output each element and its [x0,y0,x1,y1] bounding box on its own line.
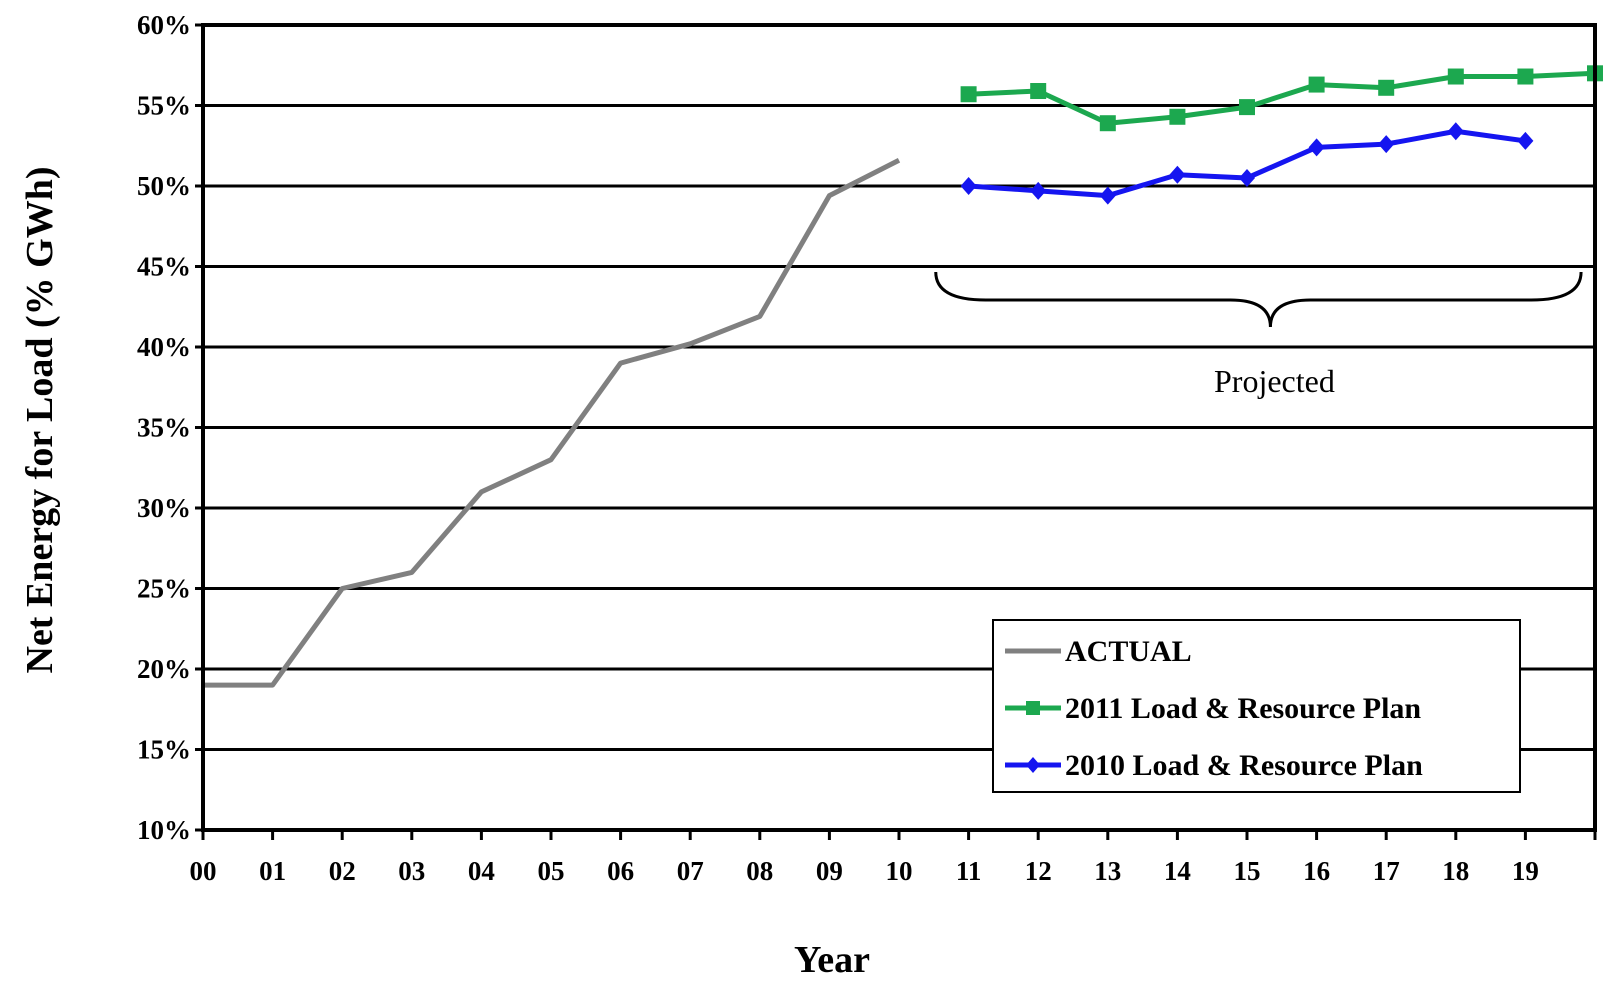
plot-frame [201,23,1597,832]
data-point [1169,165,1186,184]
x-tick-label: 17 [1373,856,1400,886]
y-tick-label: 45% [137,252,191,282]
x-tick-label: 15 [1234,856,1261,886]
y-axis-ticks: 10% 15% 20% 25% 30% 35% 40% 45% 50% 55% 60% [137,10,203,845]
x-tick-label: 06 [607,856,634,886]
data-point [1169,108,1186,125]
x-tick-label: 11 [956,856,982,886]
x-tick-label: 13 [1094,856,1121,886]
y-tick-label: 50% [137,171,191,201]
data-point [1030,181,1047,200]
data-point [1099,186,1116,205]
series-plan_2011 [960,65,1603,132]
y-tick-label: 55% [137,91,191,121]
data-series [203,65,1603,688]
data-point [1378,79,1395,96]
series-actual [203,158,901,688]
projected-label: Projected [1214,363,1335,399]
legend-entry: 2011 Load & Resource Plan [1005,692,1421,725]
x-tick-label: 09 [816,856,843,886]
x-tick-label: 00 [190,856,217,886]
x-tick-label: 10 [886,856,913,886]
data-point [1447,122,1464,141]
x-axis-ticks: 00 01 02 03 04 05 06 07 08 09 10 11 12 13 14 15 16 17 18 19 [190,830,1597,886]
data-point [1026,757,1040,773]
x-tick-label: 16 [1303,856,1330,886]
data-point [1308,76,1325,93]
y-tick-label: 35% [137,413,191,443]
y-axis-title: Net Energy for Load (% GWh) [19,167,61,674]
data-point [960,177,977,195]
data-point [1378,135,1395,154]
x-tick-label: 02 [329,856,356,886]
x-tick-label: 03 [398,856,425,886]
data-point [1447,68,1464,85]
x-tick-label: 12 [1025,856,1052,886]
x-axis-title: Year [794,939,870,981]
x-tick-label: 07 [677,856,704,886]
x-tick-label: 18 [1442,856,1469,886]
data-point [960,86,977,103]
x-tick-label: 04 [468,856,495,886]
series-plan_2010 [960,122,1534,205]
data-point [1517,68,1534,85]
data-point [1308,138,1325,157]
y-tick-label: 25% [137,574,191,604]
legend-label: 2011 Load & Resource Plan [1065,692,1421,725]
y-tick-label: 10% [137,815,191,845]
x-tick-label: 14 [1164,856,1191,886]
data-point [1030,83,1047,100]
series-line [203,158,901,688]
data-point [1099,115,1116,132]
legend-entry: ACTUAL [1005,635,1192,668]
x-tick-label: 08 [746,856,773,886]
y-tick-label: 15% [137,735,191,765]
legend-label: ACTUAL [1065,635,1192,668]
data-point [1026,701,1040,715]
legend-entry: 2010 Load & Resource Plan [1005,749,1423,782]
projected-brace: Projected [934,271,1583,399]
x-tick-label: 19 [1512,856,1539,886]
x-tick-label: 05 [538,856,565,886]
data-point [1239,168,1255,187]
legend-box [992,619,1521,793]
x-tick-label: 01 [259,856,286,886]
series-line [968,70,1596,126]
y-tick-label: 40% [137,332,191,362]
y-tick-label: 30% [137,493,191,523]
y-tick-label: 60% [137,10,191,40]
data-point [1517,131,1534,150]
legend-label: 2010 Load & Resource Plan [1065,749,1423,782]
data-point [1239,99,1255,116]
legend: ACTUAL 2011 Load & Resource Plan 2010 Load… [992,619,1521,793]
brace-path [934,271,1583,328]
y-tick-label: 20% [137,654,191,684]
